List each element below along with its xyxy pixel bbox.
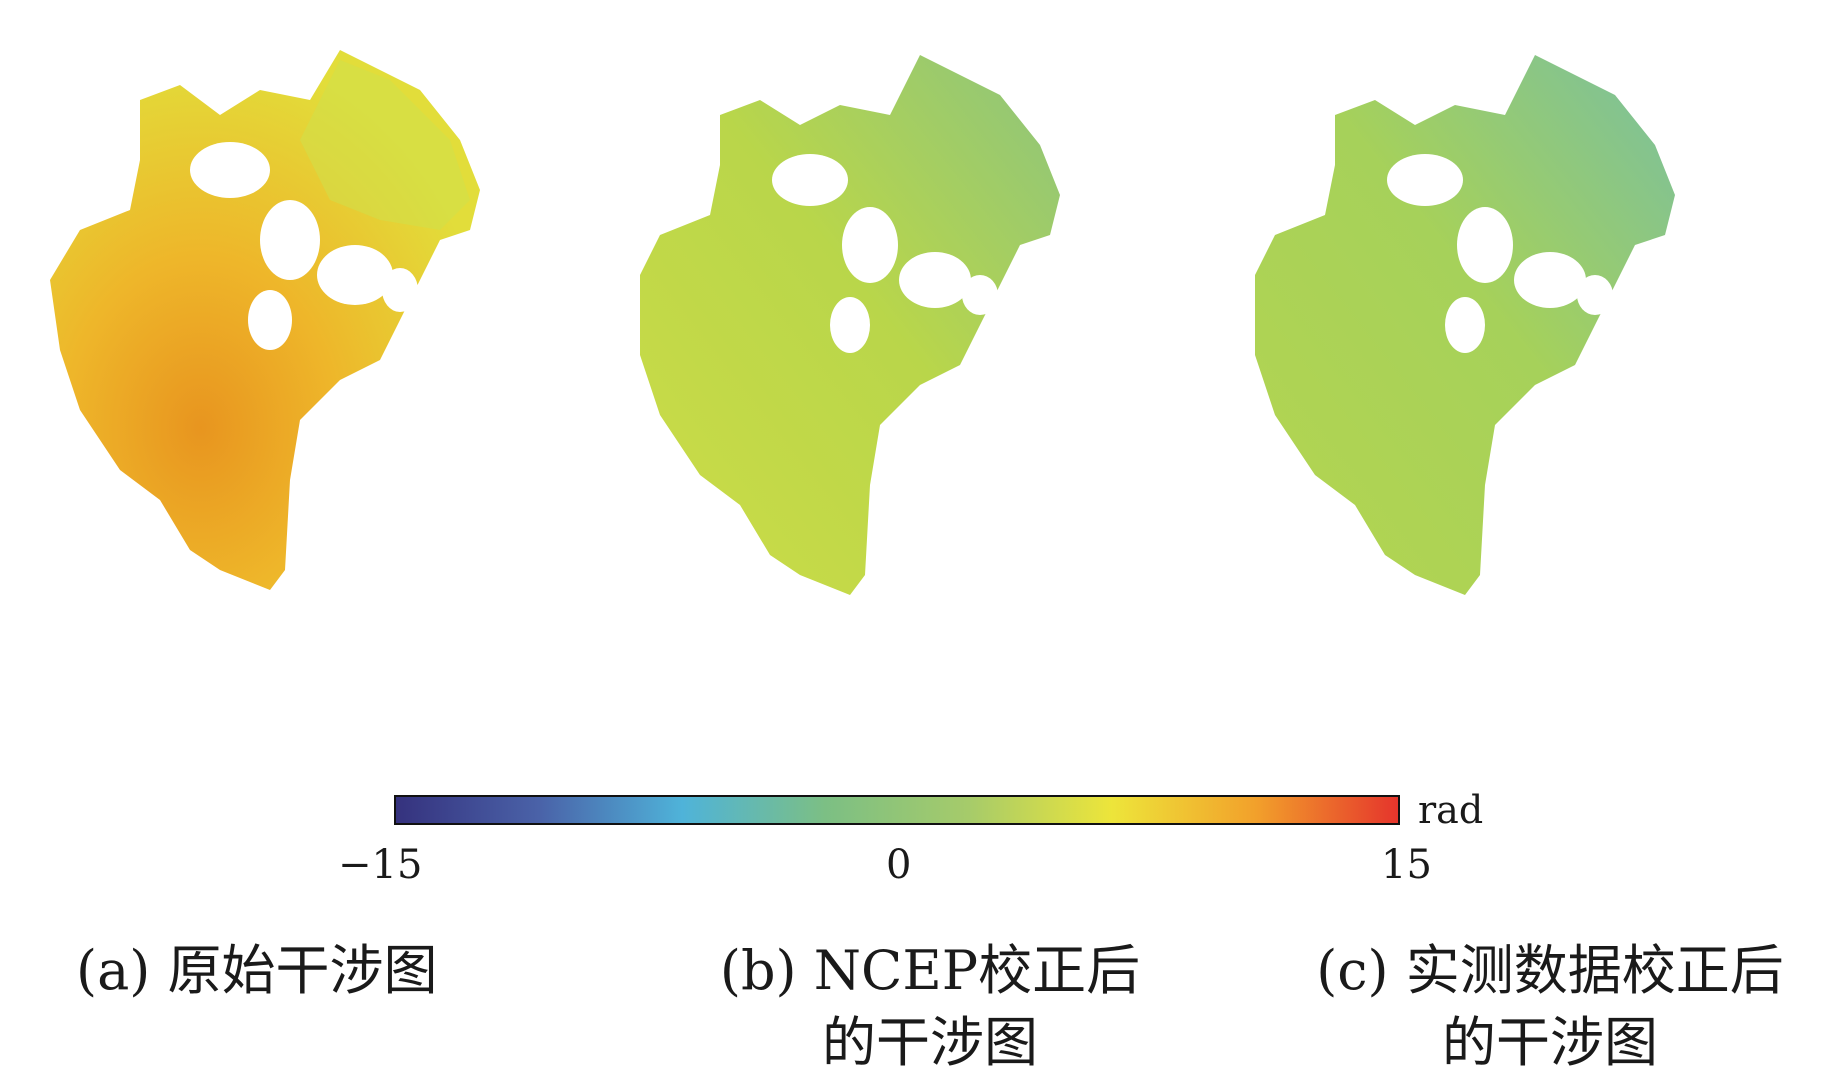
caption-b: (b) NCEP校正后 的干涉图 bbox=[650, 935, 1210, 1079]
caption-a-line1: (a) 原始干涉图 bbox=[76, 939, 438, 1002]
caption-b-line1: (b) NCEP校正后 bbox=[719, 939, 1141, 1002]
interferogram-panel-c bbox=[1255, 30, 1815, 720]
colorbar-mid-label: 0 bbox=[886, 842, 912, 888]
interferogram-panel-b bbox=[640, 30, 1200, 720]
interferogram-north-lobe bbox=[300, 60, 470, 230]
caption-c-line1: (c) 实测数据校正后 bbox=[1316, 939, 1784, 1002]
interferogram-panel-a bbox=[40, 30, 600, 720]
interferogram-map-a bbox=[50, 50, 480, 590]
caption-a: (a) 原始干涉图 bbox=[76, 935, 496, 1007]
caption-b-line2: 的干涉图 bbox=[822, 1011, 1038, 1074]
colorbar-max-label: 15 bbox=[1381, 842, 1432, 888]
caption-c-line2: 的干涉图 bbox=[1442, 1011, 1658, 1074]
interferogram-map-c bbox=[1255, 55, 1675, 595]
caption-c: (c) 实测数据校正后 的干涉图 bbox=[1270, 935, 1830, 1079]
colorbar bbox=[394, 795, 1400, 825]
colorbar-min-label: −15 bbox=[338, 842, 423, 888]
colorbar-unit-label: rad bbox=[1418, 788, 1484, 832]
interferogram-map-b bbox=[640, 55, 1060, 595]
